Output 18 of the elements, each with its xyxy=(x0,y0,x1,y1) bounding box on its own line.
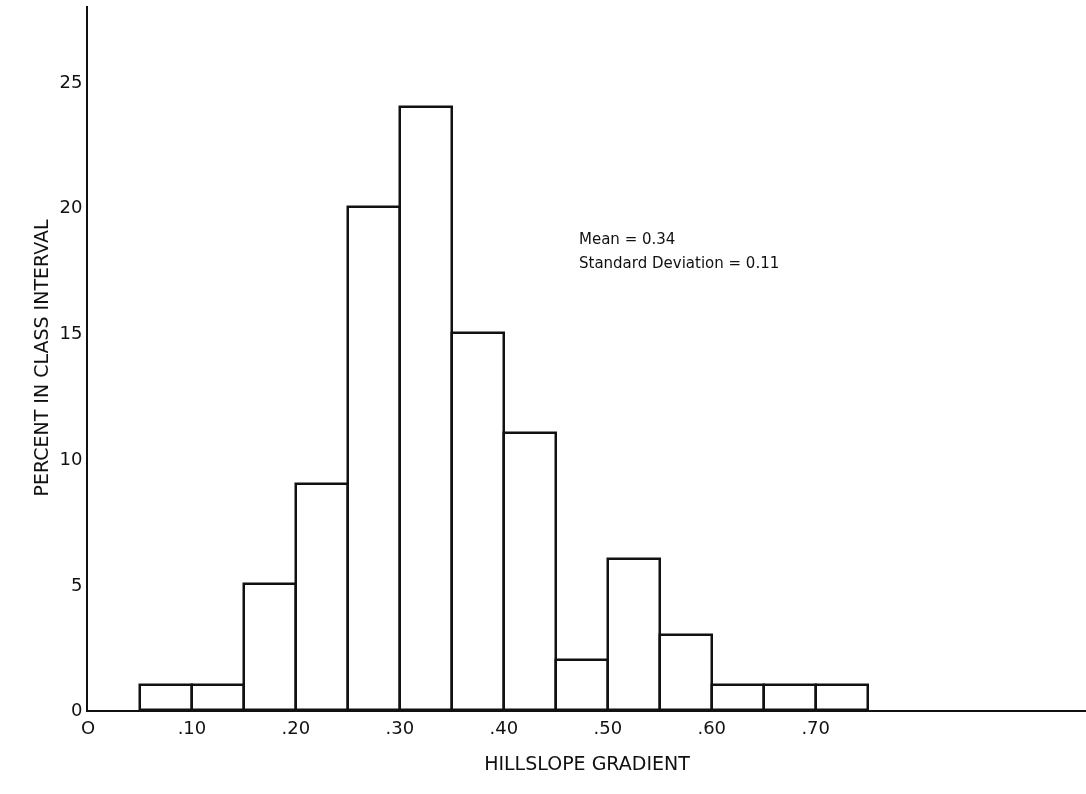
y-tick-label: 0 xyxy=(70,699,83,721)
annotation: Mean = 0.34 xyxy=(579,230,676,248)
y-tick-label: 5 xyxy=(70,573,83,595)
x-tick-label: .50 xyxy=(593,716,623,738)
y-tick-label: 20 xyxy=(59,196,83,218)
x-tick-label: .60 xyxy=(697,716,727,738)
y-tick-label: 10 xyxy=(59,447,83,469)
x-tick-label: .20 xyxy=(281,716,311,738)
x-axis-title: HILLSLOPE GRADIENT xyxy=(484,751,691,774)
y-tick-label: 15 xyxy=(59,322,83,344)
x-tick-label: .30 xyxy=(385,716,415,738)
y-axis-title: PERCENT IN CLASS INTERVAL xyxy=(29,219,52,497)
x-tick-label: .10 xyxy=(177,716,207,738)
annotation: Standard Deviation = 0.11 xyxy=(579,254,780,272)
x-tick-label: .40 xyxy=(489,716,519,738)
x-tick-label: .70 xyxy=(801,716,831,738)
x-tick-label: O xyxy=(80,716,96,738)
y-tick-label: 25 xyxy=(59,70,83,92)
